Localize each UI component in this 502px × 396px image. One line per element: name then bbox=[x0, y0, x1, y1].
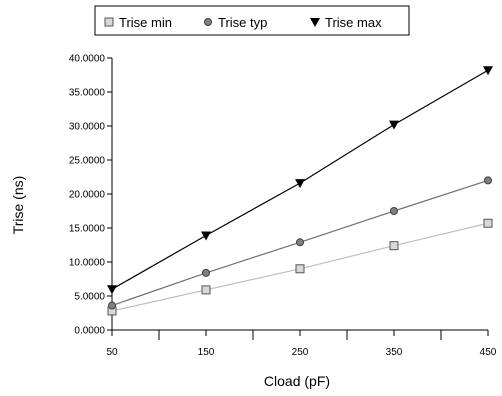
data-point bbox=[484, 176, 492, 185]
y-tick-label: 40.0000 bbox=[69, 54, 106, 65]
x-axis-title: Cload (pF) bbox=[264, 373, 330, 389]
y-tick-label: 25.0000 bbox=[69, 156, 106, 167]
x-tick-label: 450 bbox=[480, 347, 497, 358]
data-point bbox=[483, 66, 493, 76]
legend-marker bbox=[204, 18, 212, 26]
y-tick-label: 15.0000 bbox=[69, 224, 106, 235]
data-point bbox=[389, 241, 399, 251]
x-tick-label: 150 bbox=[198, 347, 215, 358]
data-point bbox=[296, 238, 304, 247]
y-tick-label: 5.0000 bbox=[74, 292, 105, 303]
legend-marker bbox=[310, 18, 320, 27]
x-tick-label: 50 bbox=[106, 347, 118, 358]
series-triangle-down bbox=[107, 66, 493, 295]
data-point bbox=[201, 285, 211, 295]
legend-label: Trise max bbox=[325, 15, 382, 30]
y-tick-label: 20.0000 bbox=[69, 190, 106, 201]
y-tick-label: 10.0000 bbox=[69, 258, 106, 269]
series-square bbox=[107, 218, 493, 316]
legend-label: Trise typ bbox=[218, 15, 267, 30]
y-tick-label: 30.0000 bbox=[69, 122, 106, 133]
x-tick-label: 250 bbox=[292, 347, 309, 358]
x-tick-label: 350 bbox=[386, 347, 403, 358]
data-point bbox=[389, 120, 399, 130]
y-axis-title: Trise (ns) bbox=[10, 176, 26, 235]
legend: Trise min Trise typ Trise max bbox=[94, 5, 410, 36]
series-circle bbox=[108, 176, 492, 310]
legend-label: Trise min bbox=[119, 15, 172, 30]
data-point bbox=[108, 301, 116, 310]
legend-box bbox=[94, 5, 410, 36]
data-point bbox=[107, 285, 117, 295]
data-point bbox=[295, 264, 305, 274]
legend-marker bbox=[104, 17, 114, 27]
y-tick-label: 35.0000 bbox=[69, 88, 106, 99]
data-point bbox=[295, 179, 305, 189]
data-point bbox=[390, 207, 398, 215]
data-point bbox=[483, 218, 493, 228]
y-tick-label: 0.0000 bbox=[74, 326, 105, 337]
plot-area: 0.0000 5.0000 10.0000 15.0000 20.0000 25.0000… bbox=[69, 54, 497, 359]
data-point bbox=[201, 231, 211, 241]
data-point bbox=[202, 268, 210, 277]
